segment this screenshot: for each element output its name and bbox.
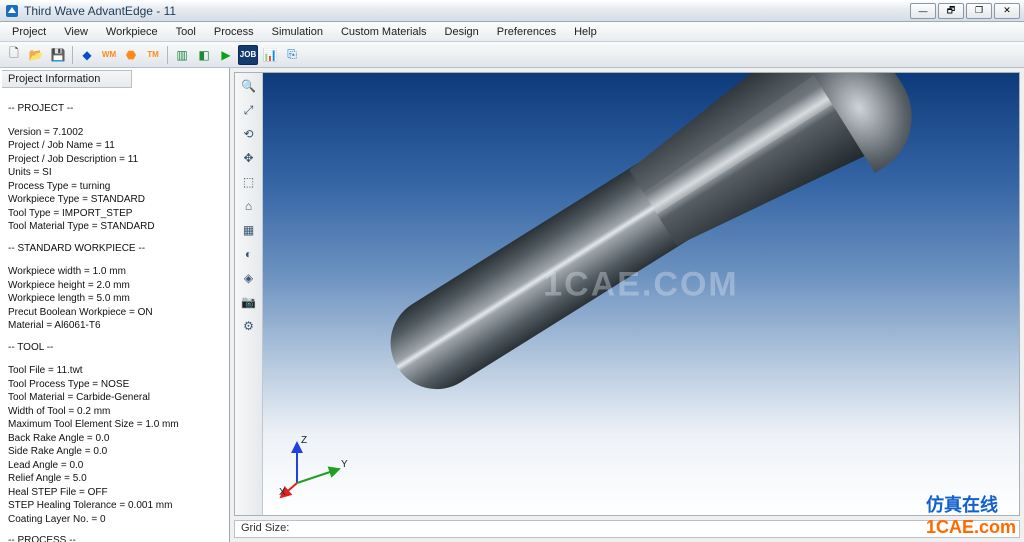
axis-x-label: X [279,487,286,498]
vp-snapshot-button[interactable]: 📷 [238,291,260,313]
info-line: Process Type = turning [8,180,221,194]
info-line: Maximum Tool Element Size = 1.0 mm [8,418,221,432]
project-info-panel: Project Information -- PROJECT -- Version… [0,68,230,542]
info-line: Tool Material Type = STANDARD [8,220,221,234]
toolbar-save-button[interactable]: 💾 [48,45,68,65]
toolbar-new-button[interactable]: 🗋 [4,45,24,65]
project-info-body: -- PROJECT --Version = 7.1002Project / J… [0,90,229,542]
toolbar: 🗋📂💾 ◆WM⬣TM ▥◧▶JOB📊⎘ [0,42,1024,68]
project-info-header: Project Information [2,70,132,88]
vp-view-top-button[interactable]: ▦ [238,219,260,241]
menubar: ProjectViewWorkpieceToolProcessSimulatio… [0,22,1024,42]
menu-preferences[interactable]: Preferences [489,24,564,40]
toolbar-run-button[interactable]: ▶ [216,45,236,65]
toolbar-separator [167,46,168,64]
info-line: Units = SI [8,166,221,180]
axis-gizmo: Z Y X [277,431,367,501]
canvas-3d[interactable]: 1CAE.COM Z Y X [263,73,1019,515]
info-line: Tool File = 11.twt [8,364,221,378]
rendered-tool [296,73,983,515]
vp-pan-button[interactable]: ✥ [238,147,260,169]
menu-custom-materials[interactable]: Custom Materials [333,24,435,40]
info-line: Tool Material = Carbide-General [8,391,221,405]
info-line: Precut Boolean Workpiece = ON [8,306,221,320]
info-line: Workpiece length = 5.0 mm [8,292,221,306]
toolbar-chart-button[interactable]: 📊 [260,45,280,65]
info-line: Version = 7.1002 [8,126,221,140]
vp-select-button[interactable]: ⬚ [238,171,260,193]
maximize-button[interactable]: ❐ [966,3,992,19]
toolbar-material-button[interactable]: WM [99,45,119,65]
info-line: Back Rake Angle = 0.0 [8,432,221,446]
titlebar: Third Wave AdvantEdge - 11 — 🗗 ❐ ✕ [0,0,1024,22]
window-title: Third Wave AdvantEdge - 11 [24,4,910,18]
info-line: Lead Angle = 0.0 [8,459,221,473]
toolbar-refine-button[interactable]: ◧ [194,45,214,65]
menu-view[interactable]: View [56,24,96,40]
menu-workpiece[interactable]: Workpiece [98,24,166,40]
menu-tool[interactable]: Tool [168,24,204,40]
info-line: STEP Healing Tolerance = 0.001 mm [8,499,221,513]
toolbar-export-button[interactable]: ⎘ [282,45,302,65]
menu-help[interactable]: Help [566,24,605,40]
content-area: Project Information -- PROJECT -- Version… [0,68,1024,542]
close-button[interactable]: ✕ [994,3,1020,19]
section-header: -- TOOL -- [8,341,221,355]
info-line: Workpiece width = 1.0 mm [8,265,221,279]
vp-zoom-fit-button[interactable]: ⤢ [238,99,260,121]
app-icon [4,3,20,19]
toolbar-open-button[interactable]: 📂 [26,45,46,65]
info-line: Project / Job Description = 11 [8,153,221,167]
axis-y-label: Y [341,459,348,470]
info-line: Side Rake Angle = 0.0 [8,445,221,459]
minimize-button[interactable]: — [910,3,936,19]
info-line: Relief Angle = 5.0 [8,472,221,486]
toolbar-toolmesh-button[interactable]: TM [143,45,163,65]
info-line: Tool Type = IMPORT_STEP [8,207,221,221]
vp-rotate-button[interactable]: ⟲ [238,123,260,145]
toolbar-process-button[interactable]: ⬣ [121,45,141,65]
section-header: -- PROJECT -- [8,102,221,116]
vp-wire-button[interactable]: ◈ [238,267,260,289]
info-line: Tool Process Type = NOSE [8,378,221,392]
info-line: Material = Al6061-T6 [8,319,221,333]
restore-button[interactable]: 🗗 [938,3,964,19]
vp-zoom-button[interactable]: 🔍 [238,75,260,97]
vp-settings-button[interactable]: ⚙ [238,315,260,337]
info-line: Heal STEP File = OFF [8,486,221,500]
toolbar-results-button[interactable]: JOB [238,45,258,65]
toolbar-separator [72,46,73,64]
info-line: Workpiece Type = STANDARD [8,193,221,207]
axis-z-label: Z [301,435,307,446]
menu-project[interactable]: Project [4,24,54,40]
menu-simulation[interactable]: Simulation [264,24,331,40]
menu-design[interactable]: Design [437,24,487,40]
info-line: Project / Job Name = 11 [8,139,221,153]
section-header: -- PROCESS -- [8,534,221,542]
window-controls: — 🗗 ❐ ✕ [910,3,1020,19]
vp-home-button[interactable]: ⌂ [238,195,260,217]
vp-shade-button[interactable]: ◐ [238,243,260,265]
info-line: Width of Tool = 0.2 mm [8,405,221,419]
viewport: 🔍⤢⟲✥⬚⌂▦◐◈📷⚙ 1CAE.COM [234,72,1020,516]
toolbar-workpiece-button[interactable]: ◆ [77,45,97,65]
section-header: -- STANDARD WORKPIECE -- [8,242,221,256]
toolbar-mesh-button[interactable]: ▥ [172,45,192,65]
viewport-toolbar: 🔍⤢⟲✥⬚⌂▦◐◈📷⚙ [235,73,263,515]
status-bar: Grid Size: [234,520,1020,538]
menu-process[interactable]: Process [206,24,262,40]
viewport-wrap: 🔍⤢⟲✥⬚⌂▦◐◈📷⚙ 1CAE.COM [230,68,1024,542]
info-line: Coating Layer No. = 0 [8,513,221,527]
info-line: Workpiece height = 2.0 mm [8,279,221,293]
